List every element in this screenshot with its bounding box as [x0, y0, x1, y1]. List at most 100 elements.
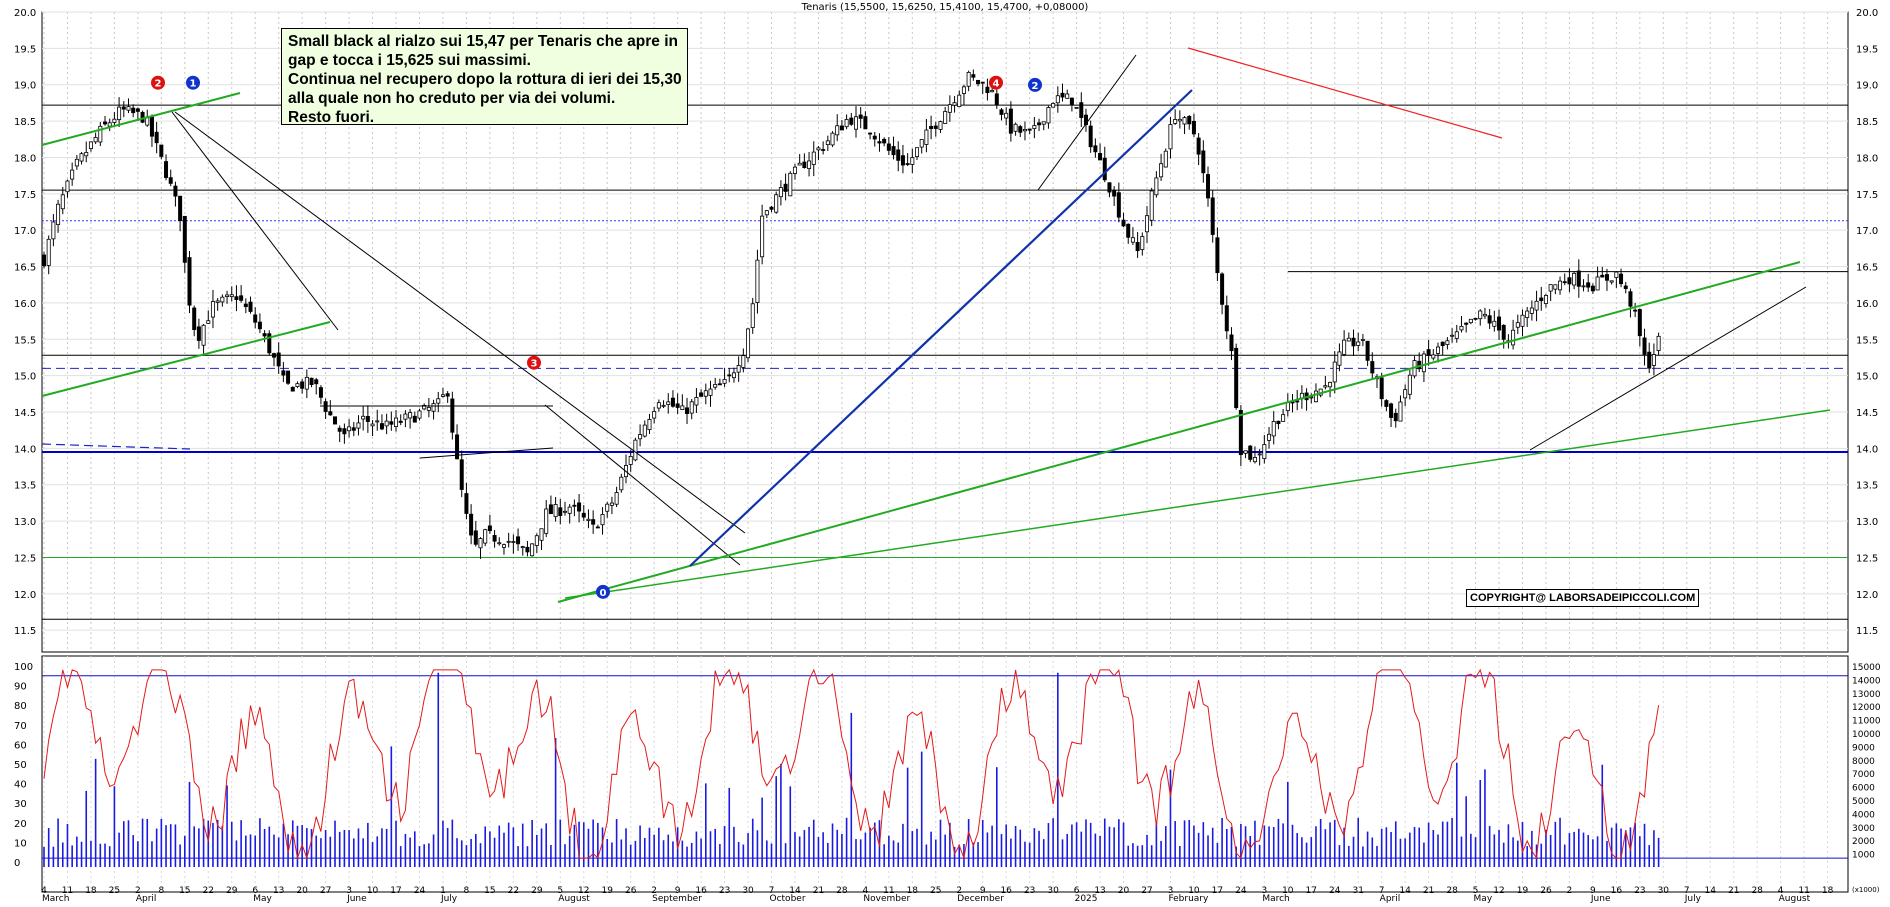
candle: [760, 204, 765, 265]
candle: [1619, 268, 1624, 288]
x-tick-label: 21: [1423, 886, 1434, 896]
candle: [1572, 271, 1577, 290]
candle: [1060, 83, 1065, 102]
wave-label-text: 0: [600, 588, 607, 599]
volume-tick-label: 10000: [1852, 730, 1881, 740]
candle-body: [1370, 361, 1375, 374]
candle-body: [769, 206, 774, 210]
note-line: Resto fuori.: [288, 109, 375, 126]
candle: [614, 486, 619, 508]
candle: [469, 504, 474, 545]
candle: [1323, 375, 1328, 390]
candle: [961, 84, 966, 105]
candle: [1215, 227, 1220, 282]
candle-body: [1426, 349, 1431, 356]
candle-body: [1149, 190, 1154, 221]
candle-body: [699, 392, 704, 397]
candle: [375, 409, 380, 431]
y-tick-label-right: 14.5: [1856, 408, 1878, 419]
candle: [1055, 86, 1060, 113]
wave-label-text: 2: [155, 79, 162, 90]
candle: [1182, 116, 1187, 135]
x-tick-label: 19: [1517, 886, 1529, 896]
candle-body: [1581, 285, 1586, 288]
candle: [1576, 259, 1581, 298]
candle: [403, 410, 408, 428]
x-tick-label: 29: [226, 886, 238, 896]
candle-body: [1365, 340, 1370, 361]
candle: [478, 537, 483, 559]
candle-body: [196, 326, 201, 341]
candle-body: [1421, 353, 1426, 373]
candle: [985, 78, 990, 101]
candle: [896, 141, 901, 172]
candle-body: [276, 352, 281, 367]
x-tick-label: 28: [836, 886, 848, 896]
candle-body: [1248, 445, 1253, 460]
y-tick-label-right: 13.0: [1856, 517, 1878, 528]
candle: [215, 298, 220, 311]
candle-body: [1393, 412, 1398, 422]
candle: [60, 186, 65, 215]
candle: [1008, 101, 1013, 142]
candle-body: [506, 540, 511, 543]
x-tick-label: 5: [557, 886, 563, 896]
trendline: [557, 261, 1801, 603]
candle-body: [1384, 400, 1389, 407]
candle-body: [849, 117, 854, 125]
candle: [1037, 118, 1042, 132]
candle-body: [1656, 335, 1661, 351]
x-tick-label: 11: [883, 886, 894, 896]
trendline: [689, 89, 1193, 567]
candle: [750, 297, 755, 334]
candle: [994, 89, 999, 109]
candle: [398, 414, 403, 426]
candle: [84, 141, 89, 163]
candle: [652, 406, 657, 424]
x-tick-label: 4: [863, 886, 869, 896]
candle-body: [1238, 410, 1243, 456]
candle-body: [450, 398, 455, 433]
candle-body: [976, 79, 981, 85]
candle: [168, 169, 173, 187]
candle: [1041, 121, 1046, 131]
candle-body: [985, 86, 990, 93]
candle-body: [220, 296, 225, 303]
note-line: Small black al rialzo sui 15,47 per Tena…: [288, 33, 678, 50]
candle: [891, 136, 896, 160]
candle-body: [1173, 119, 1178, 124]
candle: [1196, 133, 1201, 166]
candle-body: [342, 428, 347, 435]
candle-body: [1206, 174, 1211, 199]
candle-body: [802, 161, 807, 168]
candle: [1337, 343, 1342, 372]
candle: [1098, 143, 1103, 161]
candle-body: [271, 353, 276, 358]
candle-body: [225, 294, 230, 297]
candle: [1553, 284, 1558, 295]
x-tick-label: 26: [625, 886, 637, 896]
candle: [1520, 309, 1525, 337]
candle: [1487, 308, 1492, 330]
y-tick-label-left: 12.0: [14, 590, 36, 601]
y-tick-label-right: 14.0: [1856, 444, 1878, 455]
candle-body: [1440, 341, 1445, 347]
candle-body: [638, 434, 643, 440]
candle: [675, 393, 680, 415]
candle-body: [1229, 334, 1234, 352]
y-tick-label-right: 16.5: [1856, 263, 1878, 274]
x-tick-label: 3: [1168, 886, 1174, 896]
candle-body: [70, 169, 75, 180]
candle-body: [915, 147, 920, 157]
osc-tick-label: 40: [14, 780, 27, 791]
x-tick-label: 13: [273, 886, 284, 896]
candle: [483, 528, 488, 547]
trendline: [41, 321, 331, 397]
candle-body: [1008, 108, 1013, 134]
candle-body: [980, 81, 985, 84]
candle-body: [1436, 346, 1441, 354]
candle-body: [722, 378, 727, 384]
candle: [276, 342, 281, 374]
candle-body: [440, 394, 445, 397]
candle-body: [473, 530, 478, 545]
